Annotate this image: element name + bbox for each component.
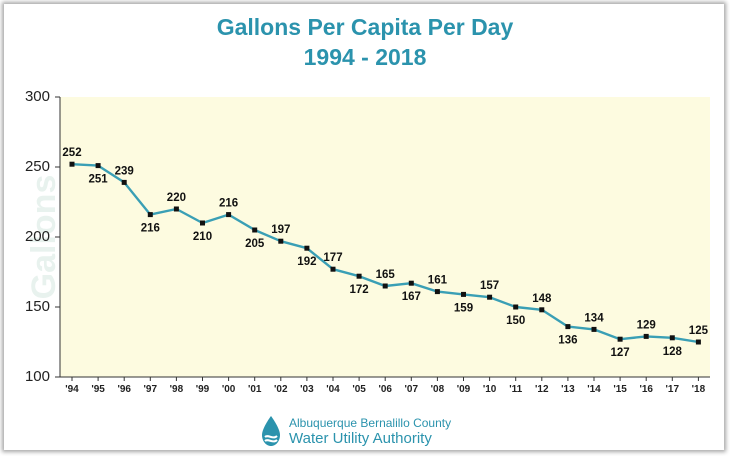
data-label: 127 (611, 347, 630, 359)
data-point (434, 289, 440, 295)
x-tick-label: '02 (274, 384, 288, 395)
x-tick-label: '18 (692, 384, 706, 395)
x-tick-label: '07 (405, 384, 419, 395)
data-label: 220 (167, 192, 186, 204)
data-label: 167 (402, 291, 421, 303)
data-point (200, 220, 205, 226)
data-point (539, 307, 545, 313)
data-point (147, 212, 153, 218)
chart-title: Gallons Per Capita Per Day (216, 14, 514, 40)
x-tick-label: '08 (431, 384, 445, 395)
data-label: 205 (245, 238, 265, 250)
x-tick-label: '05 (352, 384, 366, 395)
x-tick-label: '17 (666, 384, 680, 395)
data-point (565, 324, 571, 330)
data-point (226, 212, 232, 218)
x-tick-label: '98 (170, 384, 184, 395)
data-label: 157 (480, 280, 499, 292)
data-point (513, 304, 519, 310)
x-tick-label: '03 (300, 384, 314, 395)
data-label: 216 (219, 198, 238, 210)
x-tick-label: '13 (561, 384, 575, 395)
x-tick-label: '06 (378, 384, 392, 395)
x-tick-label: '97 (144, 384, 158, 395)
data-label: 252 (62, 147, 81, 159)
data-point (617, 336, 623, 342)
y-tick-label: 250 (25, 158, 50, 175)
x-tick-label: '95 (91, 384, 105, 395)
x-tick-label: '10 (483, 384, 497, 395)
x-tick-label: '99 (196, 384, 210, 395)
data-label: 128 (663, 346, 683, 358)
data-point (408, 280, 414, 286)
data-point (278, 238, 284, 244)
y-tick-label: 200 (25, 228, 50, 245)
x-tick-label: '04 (326, 384, 340, 395)
x-tick-label: '94 (65, 384, 79, 395)
data-label: 192 (297, 256, 316, 268)
data-label: 134 (584, 312, 604, 324)
data-point (252, 227, 258, 233)
chart-subtitle: 1994 - 2018 (303, 44, 427, 70)
data-label: 210 (193, 231, 212, 243)
data-point (121, 179, 127, 185)
x-tick-label: '14 (587, 384, 601, 395)
data-label: 197 (271, 224, 290, 236)
data-label: 125 (689, 325, 709, 337)
y-tick-label: 100 (25, 368, 50, 385)
y-tick-label: 150 (25, 298, 50, 315)
data-point (304, 245, 310, 251)
x-tick-label: '15 (613, 384, 627, 395)
data-label: 251 (89, 174, 109, 186)
plot-area (60, 97, 710, 377)
data-label: 172 (350, 284, 369, 296)
data-point (95, 163, 101, 169)
data-point (356, 273, 362, 279)
x-tick-label: '12 (535, 384, 549, 395)
data-point (695, 339, 701, 345)
data-point (69, 161, 75, 167)
data-label: 216 (141, 223, 160, 235)
x-tick-label: '11 (509, 384, 522, 395)
data-label: 150 (506, 315, 525, 327)
data-point (643, 333, 649, 339)
logo-org-line1: Albuquerque Bernalillo County (289, 416, 452, 430)
data-label: 159 (454, 302, 473, 314)
x-tick-label: '16 (639, 384, 653, 395)
data-point (591, 326, 597, 332)
data-label: 161 (428, 275, 448, 287)
data-point (669, 335, 675, 341)
data-point (382, 283, 388, 289)
data-point (173, 206, 179, 212)
data-point (330, 266, 336, 272)
x-tick-label: '01 (248, 384, 262, 395)
x-tick-label: '00 (222, 384, 236, 395)
data-label: 177 (323, 252, 342, 264)
x-tick-label: '09 (457, 384, 471, 395)
data-label: 239 (115, 165, 134, 177)
logo-org-line2: Water Utility Authority (289, 430, 432, 447)
data-label: 136 (558, 335, 577, 347)
data-label: 165 (376, 269, 396, 281)
water-drop-icon (262, 416, 280, 446)
x-tick-label: '96 (117, 384, 131, 395)
data-point (461, 291, 466, 297)
y-tick-label: 300 (25, 88, 50, 105)
data-label: 148 (532, 293, 552, 305)
data-label: 129 (637, 319, 656, 331)
data-point (487, 294, 493, 300)
